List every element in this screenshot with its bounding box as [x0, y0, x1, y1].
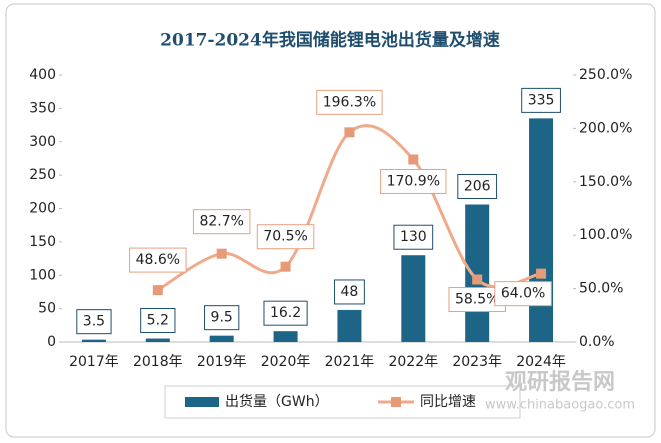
bar-label-box [393, 224, 434, 250]
line-label-box [129, 247, 187, 273]
line-marker [536, 268, 547, 279]
bar [81, 339, 106, 342]
y-tick-label: 150 [29, 234, 56, 250]
x-tick-label: 2022年 [388, 354, 438, 370]
bar [145, 338, 170, 342]
bar-label-box [263, 300, 308, 326]
legend-label: 出货量（GWh） [225, 393, 329, 410]
x-tick-label: 2021年 [325, 354, 375, 370]
line-label-box [494, 281, 552, 307]
bar-label-box [334, 279, 365, 305]
line-marker [344, 127, 355, 138]
chart-title: 2017-2024年我国储能锂电池出货量及增速 [160, 30, 500, 51]
y-tick-label: 0 [47, 334, 56, 350]
y-tick-label: 350 [29, 100, 56, 116]
y2-tick-label: 200.0% [579, 120, 632, 136]
bar [273, 331, 298, 342]
y2-tick-label: 250.0% [579, 67, 632, 83]
line-label-box [380, 168, 447, 194]
watermark-name: 观研报告网 [505, 370, 615, 395]
line-label: 82.7% [199, 214, 243, 230]
line-label: 196.3% [323, 94, 376, 110]
bar-label-box [140, 308, 176, 334]
bar-label: 130 [400, 229, 427, 245]
legend-label: 同比增速 [420, 394, 476, 410]
bar [465, 204, 490, 342]
bar-label: 48 [341, 284, 359, 300]
bar-label: 5.2 [147, 313, 169, 329]
bar-label-box [457, 173, 498, 199]
line-marker [280, 261, 291, 272]
bar-label-box [204, 305, 240, 331]
line-marker [408, 154, 419, 165]
y-tick-label: 250 [29, 167, 56, 183]
y-tick-label: 400 [29, 67, 56, 83]
y-tick-label: 100 [29, 267, 56, 283]
bar [529, 118, 554, 342]
bar-label: 206 [464, 178, 491, 194]
bar [337, 309, 362, 342]
y2-tick-label: 0.0% [579, 334, 615, 350]
bar-label: 9.5 [211, 310, 233, 326]
x-tick-label: 2020年 [261, 354, 311, 370]
y-tick-label: 200 [29, 201, 56, 217]
x-tick-label: 2019年 [197, 354, 247, 370]
line-label-box [316, 89, 383, 115]
bar-label: 16.2 [270, 305, 301, 321]
bar [401, 255, 426, 342]
legend-swatch-marker [391, 397, 401, 407]
x-tick-label: 2017年 [69, 354, 119, 370]
line-marker [472, 274, 483, 285]
bar-label-box [76, 309, 112, 335]
line-label-box [192, 209, 251, 235]
bar-label: 3.5 [83, 314, 105, 330]
legend-box [164, 385, 521, 419]
y-tick-label: 300 [29, 134, 56, 150]
legend-swatch [185, 397, 219, 407]
line-label: 58.5% [455, 292, 499, 308]
line-marker [152, 285, 163, 296]
x-tick-label: 2024年 [516, 354, 566, 370]
bar [209, 335, 234, 342]
y2-tick-label: 50.0% [579, 281, 623, 297]
y2-tick-label: 100.0% [579, 227, 632, 243]
y2-tick-label: 150.0% [579, 174, 632, 190]
y-tick-label: 50 [38, 301, 56, 317]
bar-label-box [521, 87, 561, 113]
line-label-box [256, 224, 315, 250]
line-label: 64.0% [501, 286, 545, 302]
x-tick-label: 2023年 [452, 354, 502, 370]
line-marker [216, 248, 227, 259]
line-label: 170.9% [387, 173, 440, 189]
line-label: 70.5% [263, 229, 307, 245]
x-tick-label: 2018年 [133, 354, 183, 370]
line-label: 48.6% [136, 252, 180, 268]
watermark-url: www.chinabaogao.com [485, 398, 635, 413]
bar-label: 335 [528, 92, 555, 108]
